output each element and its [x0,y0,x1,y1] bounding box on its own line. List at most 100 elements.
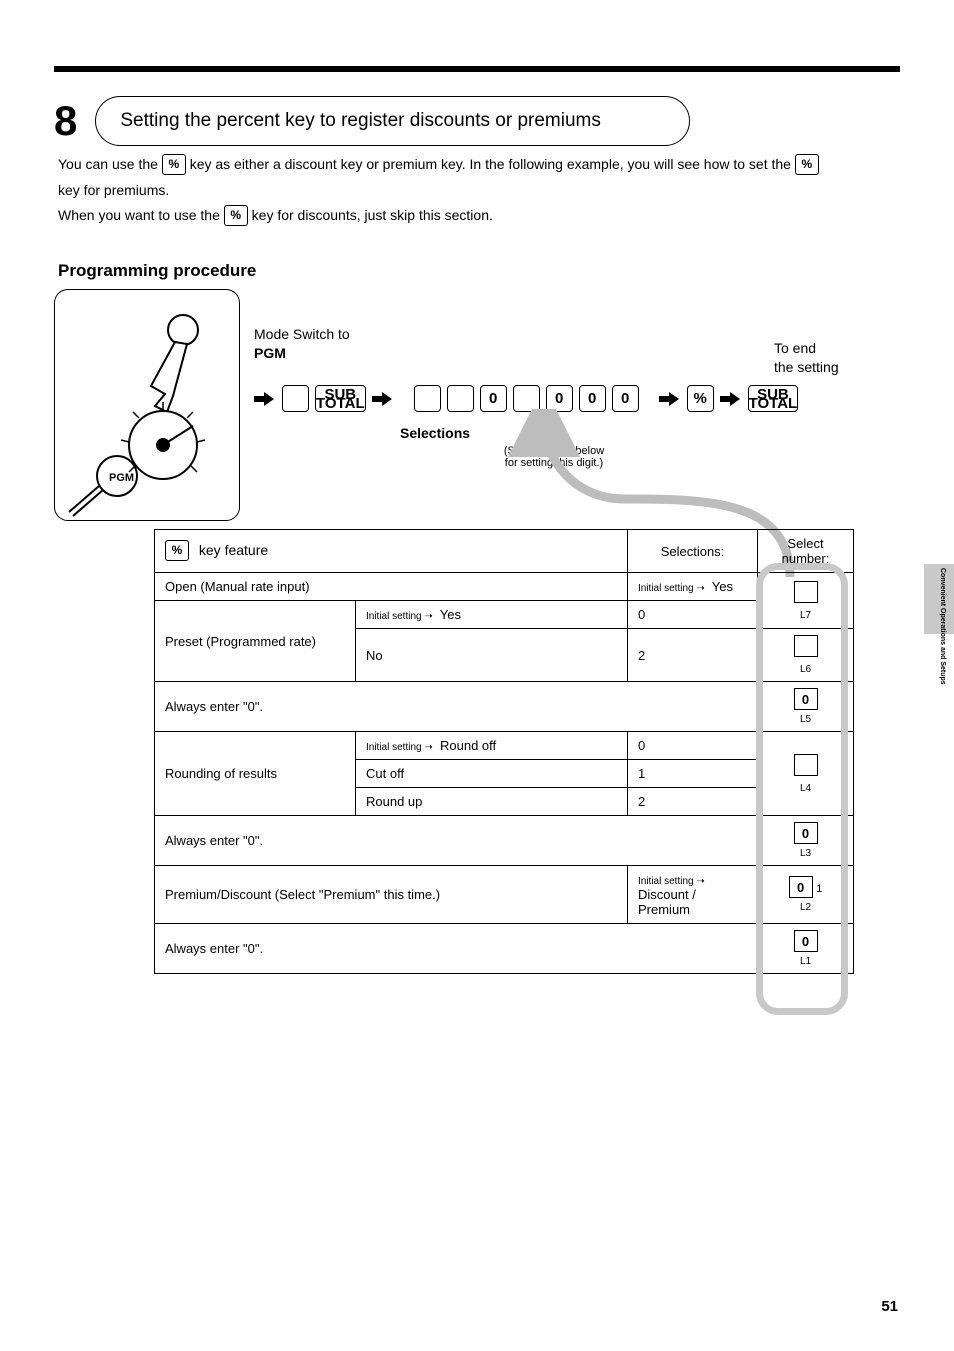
programming-procedure-heading: Programming procedure [58,261,900,281]
intro-text: You can use the % key as either a discou… [58,154,900,227]
section-number: 8 [54,100,77,142]
row-rounding-c1: 0 [628,732,758,760]
row-rounding-2: Cut off [356,760,628,788]
intro-text-2a: When you want to use the [58,207,224,223]
row-rounding-c3: 2 [628,788,758,816]
table-row: Open (Manual rate input) Initial setting… [155,573,854,601]
code-L3: 0 L3 [758,816,854,866]
mode-switch-label-1: Mode Switch to [254,325,350,344]
row-premium-sel: Initial setting ➝ Discount / Premium [628,866,758,924]
row-open-sel: Initial setting ➝ Yes [628,573,758,601]
initial-marker: Initial setting ➝ [366,742,433,753]
sel-discount: Discount [638,887,689,902]
table-row: Preset (Programmed rate) Initial setting… [155,601,854,629]
row-preset-code2: 2 [628,629,758,682]
l-label: L5 [800,714,811,725]
selection-hint-1: (See the table below [504,445,604,457]
row-rounding-1: Initial setting ➝ Round off [356,732,628,760]
code-L2: 0 1 L2 [758,866,854,924]
mode-switch-label: Mode Switch to PGM [254,325,350,363]
initial-marker: Initial setting ➝ [638,876,705,887]
page-number: 51 [881,1298,898,1315]
mode-switch-illustration: PGM [54,289,240,521]
options-table: % key feature Selections: Select number:… [154,529,854,974]
table-row: Always enter "0". 0 L5 [155,682,854,732]
arrow-icon [659,392,681,406]
table-row: Always enter "0". 0 L1 [155,924,854,974]
end-setting-label: To end the setting [774,339,839,377]
table-header-feature: % key feature [155,530,628,573]
row-preset-sub2: No [356,629,628,682]
arrow-icon [720,392,742,406]
table-row: Rounding of results Initial setting ➝ Ro… [155,732,854,760]
table-header-selections: Selections: [628,530,758,573]
side-tab: Convenient Operations and Setups [924,564,954,634]
initial-marker: Initial setting ➝ [366,611,433,622]
percent-key-icon: % [165,540,189,561]
section-title: 8 Setting the percent key to register di… [54,96,900,146]
row-always0-L1: Always enter "0". [155,924,758,974]
row-preset-sub1: Initial setting ➝ Yes [356,601,628,629]
side-tab-label: Convenient Operations and Setups [939,568,946,685]
intro-text-1b: key as either a discount key or premium … [190,156,795,172]
section-heading: Setting the percent key to register disc… [95,96,690,146]
selections-label: Selections [400,425,470,441]
code-L4: L4 [758,732,854,816]
l-label: L2 [800,902,811,913]
selection-hint: (See the table below for setting this di… [474,445,634,469]
row-premium-desc: Premium/Discount (Select "Premium" this … [155,866,628,924]
key-3: 3 [282,385,309,412]
key-sequence-flow: 3 SUB TOTAL 0 0 0 0 % SUB TOTAL [254,385,798,412]
code-L1: 0 L1 [758,924,854,974]
code-L6: L6 [758,629,854,682]
arrow-icon [254,392,276,406]
end-label-1: To end [774,339,839,358]
table-header-text: key feature [199,542,268,558]
intro-text-1a: You can use the [58,156,162,172]
percent-key-icon: % [162,154,186,175]
key-subtotal: SUB TOTAL [748,385,799,412]
l-label: L1 [800,956,811,967]
row-always0-L5: Always enter "0". [155,682,758,732]
separator-rule [54,66,900,72]
intro-text-2b: key for discounts, just skip this sectio… [252,207,493,223]
l-label: L7 [800,610,811,621]
l-label: L4 [800,783,811,794]
row-preset-code1: 0 [628,601,758,629]
mode-switch-label-2: PGM [254,345,286,361]
row-always0-L3: Always enter "0". [155,816,758,866]
key-subtotal: SUB TOTAL [315,385,366,412]
code-L5: 0 L5 [758,682,854,732]
digit-L3: 0 [546,385,573,412]
digit-L2: 0 [579,385,606,412]
sel-premium: Premium [638,902,690,917]
initial-marker: Initial setting ➝ [638,583,705,594]
row-rounding-3: Round up [356,788,628,816]
table-row: Always enter "0". 0 L3 [155,816,854,866]
digit-L6 [447,385,474,412]
row-open-desc: Open (Manual rate input) [155,573,628,601]
intro-text-1c: key for premiums. [58,182,169,198]
table-row: Premium/Discount (Select "Premium" this … [155,866,854,924]
percent-key-icon: % [795,154,819,175]
key-percent: % [687,385,714,412]
row-rounding-desc: Rounding of results [155,732,356,816]
sel-yes: Yes [440,607,461,622]
arrow-icon [372,392,394,406]
digit-L7 [414,385,441,412]
row-preset-desc: Preset (Programmed rate) [155,601,356,682]
l-label: L6 [800,664,811,675]
row-rounding-c2: 1 [628,760,758,788]
digit-L1: 0 [612,385,639,412]
sel-yes: Yes [712,579,733,594]
digit-L5: 0 [480,385,507,412]
digit-L4 [513,385,540,412]
percent-key-icon: % [224,205,248,226]
code-L7: L7 [758,573,854,629]
l-label: L3 [800,848,811,859]
end-label-2: the setting [774,358,839,377]
sel-roundoff: Round off [440,738,496,753]
selection-hint-2: for setting this digit.) [505,457,603,469]
programming-procedure-diagram: PGM Mode Switch to PGM To end the settin… [54,289,900,529]
table-header-code: Select number: [758,530,854,573]
